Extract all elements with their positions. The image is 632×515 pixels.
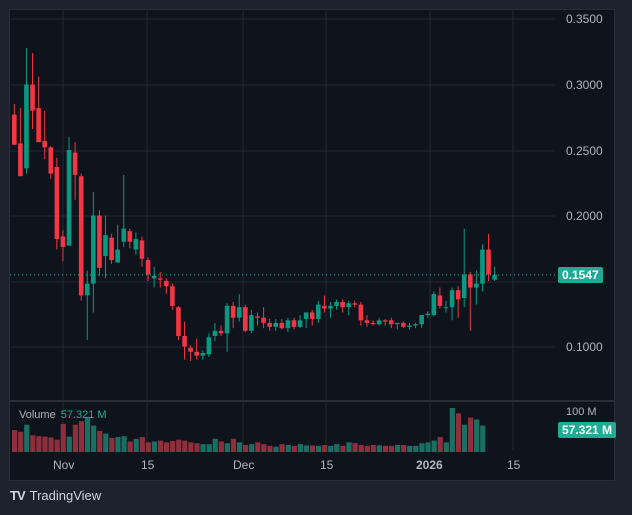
time-tick-2026: 2026 [416, 458, 443, 472]
price-tick: 0.2000 [566, 209, 603, 223]
volume-legend-value: 57.321 M [60, 409, 107, 421]
tradingview-brand[interactable]: TV TradingView [10, 488, 101, 503]
price-tick: 0.3000 [566, 78, 603, 92]
time-tick-nov-15: 15 [141, 458, 155, 472]
volume-tag: 57.321 M [558, 422, 617, 438]
tradingview-logo-icon: TV [10, 488, 26, 503]
price-tick: 0.1000 [566, 340, 603, 354]
last-price-tag: 0.1547 [558, 267, 603, 283]
time-tick-jan-15: 15 [507, 458, 521, 472]
price-tick: 0.3500 [566, 12, 603, 26]
volume-legend: Volume 57.321 M [19, 409, 107, 421]
time-tick-dec: Dec [233, 458, 255, 472]
volume-legend-label: Volume [19, 409, 56, 421]
brand-name: TradingView [29, 488, 102, 503]
time-tick-nov: Nov [53, 458, 75, 472]
price-tick: 0.2500 [566, 144, 603, 158]
time-tick-dec-15: 15 [320, 458, 334, 472]
volume-tick: 100 M [566, 406, 597, 418]
